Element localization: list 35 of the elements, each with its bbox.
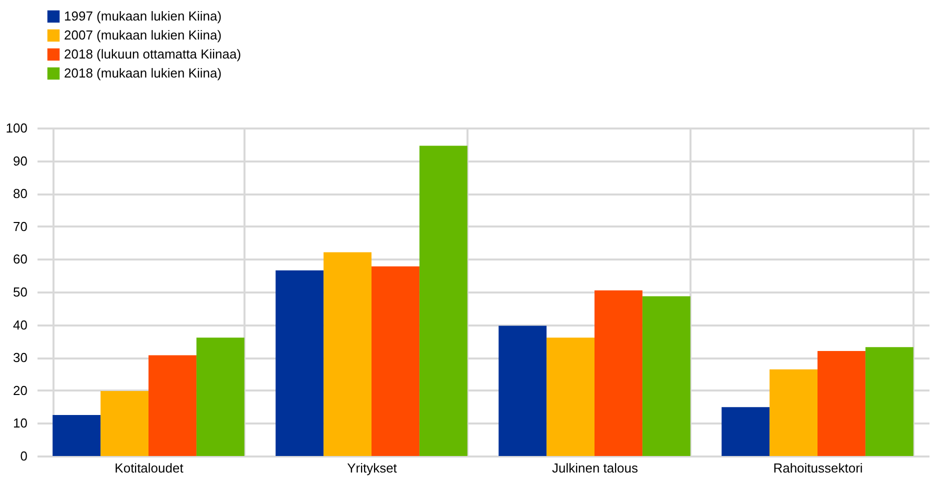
legend-label: 2007 (mukaan lukien Kiina) <box>64 28 222 42</box>
bar <box>52 415 101 456</box>
legend-label: 2018 (mukaan lukien Kiina) <box>64 66 222 80</box>
legend-label: 2018 (lukuun ottamatta Kiinaa) <box>64 46 242 62</box>
bar <box>594 290 642 456</box>
bar <box>770 369 818 456</box>
bar <box>324 252 372 456</box>
bar <box>372 266 420 456</box>
y-tick-label: 10 <box>13 416 28 431</box>
y-tick-label: 70 <box>13 218 28 234</box>
bar <box>276 270 324 456</box>
y-tick-label: 40 <box>13 317 28 332</box>
bar <box>148 355 196 456</box>
bar <box>818 351 866 456</box>
x-tick-label: Yritykset <box>347 460 398 476</box>
y-tick-label: 50 <box>13 284 28 300</box>
bar <box>546 338 594 456</box>
y-tick-label: 20 <box>13 382 28 398</box>
bar <box>865 347 914 456</box>
x-tick-label: Julkinen talous <box>552 460 638 476</box>
bar <box>196 338 244 456</box>
y-tick-label: 90 <box>13 153 28 168</box>
x-tick-label: Rahoitussektori <box>773 460 863 476</box>
y-tick-label: 80 <box>13 186 28 202</box>
y-tick-label: 30 <box>13 350 28 366</box>
bar <box>498 326 547 456</box>
legend-label: 1997 (mukaan lukien Kiina) <box>64 8 222 24</box>
y-tick-label: 60 <box>13 252 28 267</box>
bar <box>419 146 468 456</box>
y-tick-label: 0 <box>20 448 28 464</box>
x-tick-label: Kotitaloudet <box>114 460 184 476</box>
y-tick-label: 100 <box>6 120 28 136</box>
bar <box>722 407 770 456</box>
bar <box>642 296 690 456</box>
bar <box>100 391 148 456</box>
